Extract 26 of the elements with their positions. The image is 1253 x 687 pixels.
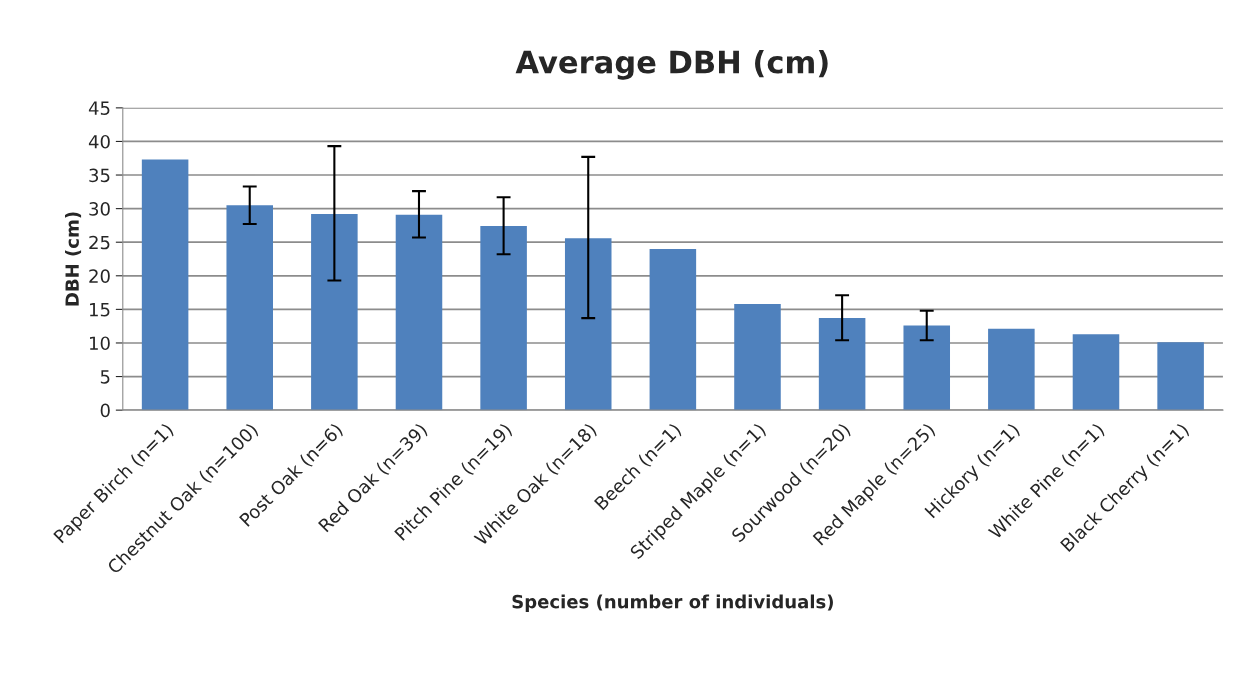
x-axis-title: Species (number of individuals) — [512, 594, 833, 612]
bar — [1072, 334, 1120, 411]
y-tick-label: 5 — [100, 370, 110, 384]
bar — [141, 159, 189, 411]
y-tick-label: 20 — [89, 269, 110, 283]
bar — [903, 325, 951, 411]
bar — [480, 226, 527, 411]
y-tick-label: 0 — [100, 403, 110, 418]
bar — [1157, 342, 1204, 411]
bar — [734, 304, 781, 411]
y-tick-label: 25 — [89, 235, 110, 250]
y-axis-title: DBH (cm) — [65, 212, 82, 306]
y-tick-label: 45 — [88, 101, 110, 115]
bar — [311, 213, 358, 411]
y-tick-label: 10 — [90, 336, 110, 351]
bar — [649, 248, 697, 411]
y-tick-label: 40 — [88, 134, 110, 149]
bar — [395, 214, 443, 411]
chart-title: Average DBH (cm) — [515, 49, 828, 80]
y-tick-label: 15 — [90, 303, 110, 317]
y-tick-label: 30 — [89, 202, 110, 216]
bar — [988, 328, 1035, 411]
bar — [818, 318, 866, 411]
bar — [564, 238, 612, 411]
y-tick-label: 35 — [89, 168, 110, 183]
bar — [226, 205, 273, 411]
